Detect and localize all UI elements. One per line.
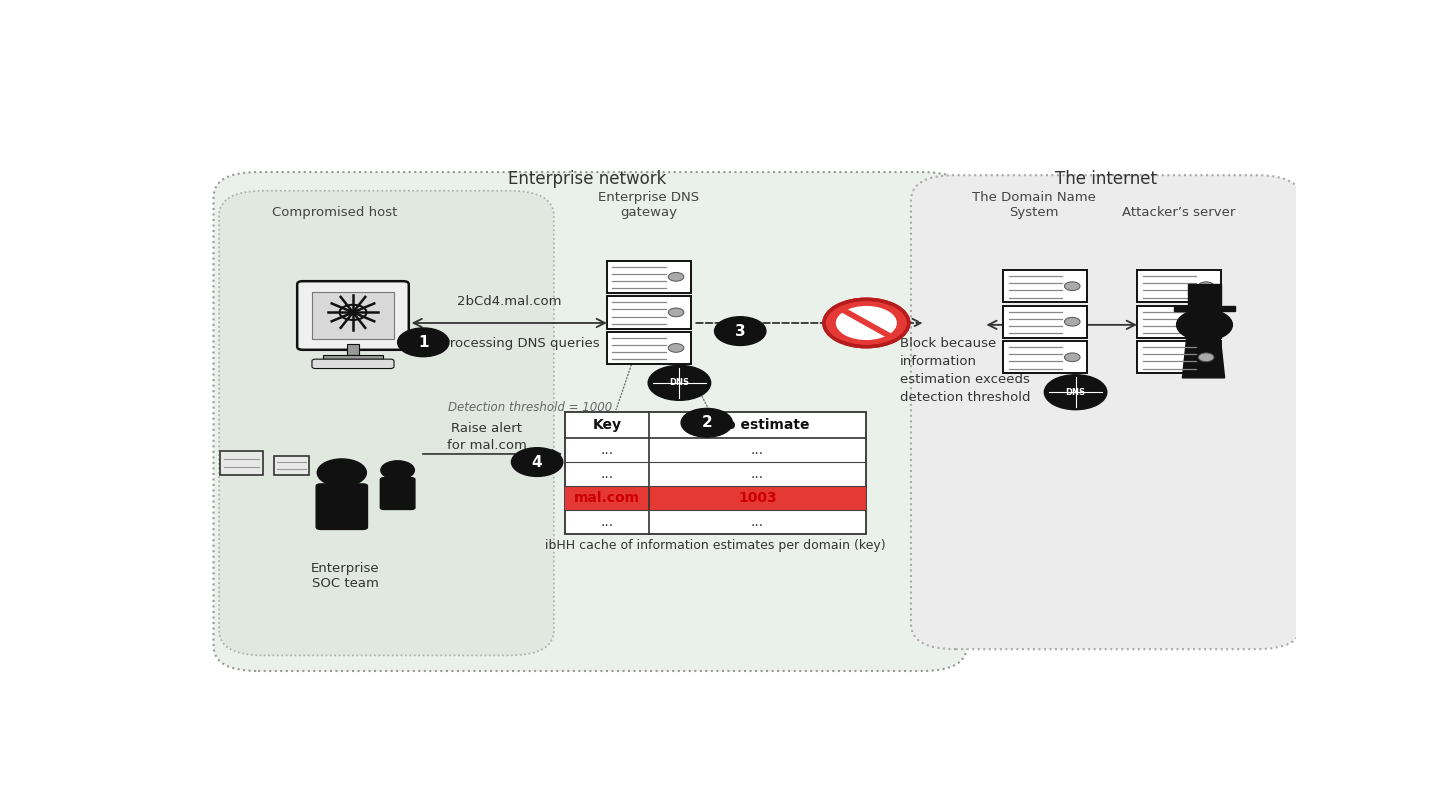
Circle shape: [648, 365, 711, 400]
Text: ...: ...: [600, 515, 613, 529]
FancyBboxPatch shape: [297, 281, 409, 350]
Circle shape: [1198, 353, 1214, 361]
FancyBboxPatch shape: [1138, 341, 1221, 373]
Bar: [564, 486, 867, 510]
Text: The internet: The internet: [1056, 169, 1158, 188]
FancyBboxPatch shape: [219, 191, 554, 655]
FancyBboxPatch shape: [312, 292, 395, 339]
Circle shape: [317, 459, 366, 486]
FancyBboxPatch shape: [606, 296, 691, 329]
FancyBboxPatch shape: [317, 484, 367, 530]
Text: 3: 3: [734, 323, 746, 339]
Circle shape: [681, 408, 733, 437]
Circle shape: [668, 308, 684, 317]
Text: Update estimates: Update estimates: [733, 416, 851, 429]
Bar: [1174, 305, 1236, 310]
Text: Info estimate: Info estimate: [706, 418, 809, 433]
Text: ...: ...: [600, 467, 613, 481]
Text: Compromised host: Compromised host: [272, 206, 397, 219]
Text: ...: ...: [752, 515, 765, 529]
Text: 1003: 1003: [739, 491, 776, 505]
Text: mal.com: mal.com: [575, 491, 639, 505]
FancyBboxPatch shape: [380, 478, 415, 509]
Circle shape: [835, 306, 897, 340]
Text: DNS: DNS: [1066, 388, 1086, 397]
FancyBboxPatch shape: [912, 175, 1302, 649]
FancyBboxPatch shape: [1138, 305, 1221, 338]
Circle shape: [714, 317, 766, 345]
FancyBboxPatch shape: [606, 332, 691, 364]
Circle shape: [1198, 282, 1214, 291]
Bar: [323, 355, 383, 359]
Text: DNS: DNS: [670, 378, 690, 387]
FancyBboxPatch shape: [1004, 341, 1087, 373]
Circle shape: [1064, 353, 1080, 361]
Text: ...: ...: [752, 467, 765, 481]
Text: ...: ...: [600, 443, 613, 458]
Circle shape: [397, 328, 449, 356]
Text: Key: Key: [592, 418, 622, 433]
FancyBboxPatch shape: [1004, 305, 1087, 338]
Circle shape: [1198, 318, 1214, 326]
Circle shape: [511, 448, 563, 476]
Text: Processing DNS queries: Processing DNS queries: [442, 337, 600, 350]
Text: The Domain Name
System: The Domain Name System: [972, 191, 1096, 219]
Bar: [564, 412, 867, 534]
Circle shape: [1044, 375, 1107, 410]
Text: 2bCd4.mal.com: 2bCd4.mal.com: [456, 295, 562, 308]
Text: Detection threshold = 1000: Detection threshold = 1000: [448, 401, 612, 414]
Circle shape: [1064, 282, 1080, 291]
FancyBboxPatch shape: [1138, 270, 1221, 302]
Text: 1: 1: [418, 335, 429, 350]
Circle shape: [380, 461, 415, 480]
Circle shape: [668, 343, 684, 352]
FancyBboxPatch shape: [606, 261, 691, 293]
FancyBboxPatch shape: [1004, 270, 1087, 302]
Text: Enterprise DNS
gateway: Enterprise DNS gateway: [598, 191, 700, 219]
Circle shape: [1064, 318, 1080, 326]
FancyBboxPatch shape: [213, 172, 966, 671]
Text: ...: ...: [752, 443, 765, 458]
Bar: [1188, 284, 1221, 305]
Text: 4: 4: [531, 454, 543, 470]
Circle shape: [668, 272, 684, 281]
Bar: [347, 343, 359, 355]
Text: Attacker’s server: Attacker’s server: [1122, 206, 1236, 219]
Text: Enterprise
SOC team: Enterprise SOC team: [311, 562, 380, 590]
Text: 2: 2: [701, 416, 713, 430]
Text: ibHH cache of information estimates per domain (key): ibHH cache of information estimates per …: [546, 539, 886, 552]
Text: Raise alert
for mal.com: Raise alert for mal.com: [446, 422, 527, 452]
FancyBboxPatch shape: [274, 456, 310, 475]
Polygon shape: [1182, 335, 1224, 377]
Text: Block because
information
estimation exceeds
detection threshold: Block because information estimation exc…: [900, 337, 1031, 404]
Circle shape: [824, 299, 909, 347]
Text: Enterprise network: Enterprise network: [508, 169, 667, 188]
Circle shape: [1176, 309, 1233, 340]
FancyBboxPatch shape: [220, 451, 262, 475]
FancyBboxPatch shape: [312, 359, 395, 369]
